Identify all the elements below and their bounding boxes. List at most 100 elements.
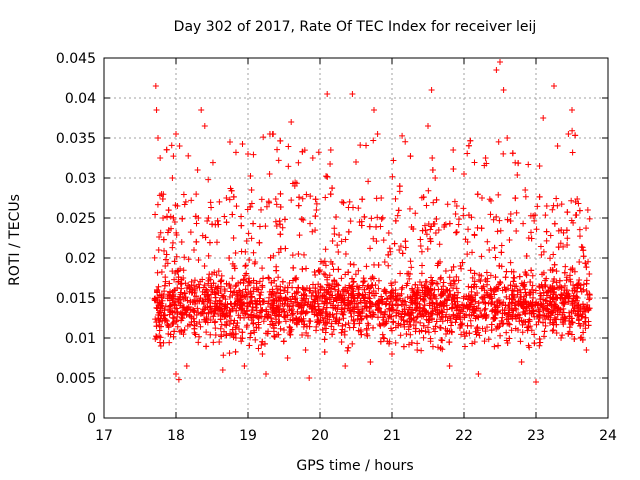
- data-point: [338, 238, 345, 245]
- data-point: [303, 191, 310, 198]
- data-point: [277, 137, 284, 144]
- data-point: [403, 302, 410, 309]
- data-point: [273, 223, 280, 229]
- data-point: [573, 211, 580, 218]
- data-point: [174, 268, 181, 275]
- data-point: [358, 331, 365, 338]
- data-point: [566, 272, 573, 279]
- data-point: [162, 263, 169, 269]
- data-point: [183, 284, 190, 291]
- x-tick-label: 18: [167, 428, 185, 444]
- data-point: [457, 321, 464, 328]
- data-point: [475, 329, 482, 336]
- data-point: [386, 245, 393, 252]
- data-point: [481, 338, 488, 345]
- data-point: [313, 200, 320, 207]
- data-point: [153, 107, 160, 113]
- data-point: [358, 222, 365, 229]
- data-point: [490, 315, 497, 322]
- data-point: [347, 218, 354, 225]
- data-point: [237, 279, 244, 286]
- data-point: [448, 304, 455, 311]
- data-point: [250, 284, 257, 291]
- data-point: [392, 324, 399, 331]
- data-point: [505, 285, 512, 292]
- data-point: [226, 313, 233, 320]
- data-point: [414, 347, 421, 353]
- data-point: [338, 339, 345, 345]
- data-point: [447, 315, 454, 322]
- data-point: [247, 334, 254, 341]
- data-point: [482, 155, 489, 161]
- data-point: [466, 301, 473, 308]
- data-point: [577, 322, 584, 329]
- data-point: [315, 267, 322, 274]
- data-point: [522, 298, 529, 305]
- data-point: [318, 258, 325, 265]
- data-point: [432, 328, 439, 335]
- data-point: [161, 312, 168, 319]
- data-point: [191, 277, 198, 284]
- data-point: [211, 309, 218, 316]
- data-point: [363, 303, 370, 310]
- data-point: [181, 290, 188, 297]
- data-point: [421, 222, 428, 229]
- data-point: [427, 335, 434, 342]
- data-point: [391, 240, 398, 247]
- data-point: [174, 284, 181, 291]
- data-point: [381, 286, 388, 293]
- data-point: [242, 310, 249, 317]
- data-point: [342, 251, 349, 258]
- data-point: [275, 157, 282, 164]
- data-point: [522, 319, 529, 326]
- data-points: [151, 59, 593, 385]
- data-point: [495, 342, 502, 349]
- data-point: [301, 292, 308, 299]
- data-point: [280, 338, 287, 345]
- data-point: [511, 302, 518, 309]
- data-point: [390, 319, 397, 326]
- data-point: [507, 218, 514, 225]
- data-point: [406, 275, 413, 282]
- data-point: [561, 269, 568, 276]
- data-point: [579, 244, 586, 251]
- data-point: [276, 318, 283, 325]
- data-point: [217, 325, 224, 332]
- data-point: [575, 312, 582, 319]
- data-point: [403, 331, 410, 337]
- data-point: [547, 298, 554, 305]
- data-point: [554, 143, 561, 149]
- data-point: [172, 202, 179, 209]
- data-point: [249, 303, 256, 310]
- data-point: [565, 291, 572, 298]
- data-point: [366, 308, 373, 315]
- data-point: [425, 123, 431, 129]
- data-point: [471, 159, 478, 166]
- data-point: [576, 207, 583, 214]
- data-point: [356, 320, 363, 327]
- data-point: [379, 214, 386, 221]
- data-point: [464, 296, 471, 303]
- data-point: [414, 313, 421, 320]
- data-point: [192, 301, 199, 308]
- data-point: [257, 292, 264, 299]
- data-point: [536, 283, 543, 290]
- data-point: [493, 213, 500, 220]
- data-point: [428, 223, 435, 230]
- data-point: [234, 291, 241, 298]
- data-point: [178, 311, 185, 318]
- data-point: [335, 248, 342, 255]
- data-point: [370, 311, 377, 318]
- data-point: [446, 274, 453, 281]
- data-point: [258, 206, 265, 213]
- data-point: [486, 247, 493, 253]
- data-point: [478, 312, 485, 319]
- data-point: [396, 188, 403, 195]
- data-point: [518, 280, 525, 287]
- data-point: [453, 203, 460, 209]
- x-tick-label: 19: [239, 428, 257, 444]
- data-point: [342, 363, 349, 369]
- data-point: [324, 319, 331, 326]
- y-axis-ticks: 0 0.005 0.01 0.015 0.02 0.025 0.03 0.035 0.04 0.0…: [56, 51, 608, 427]
- data-point: [170, 293, 177, 300]
